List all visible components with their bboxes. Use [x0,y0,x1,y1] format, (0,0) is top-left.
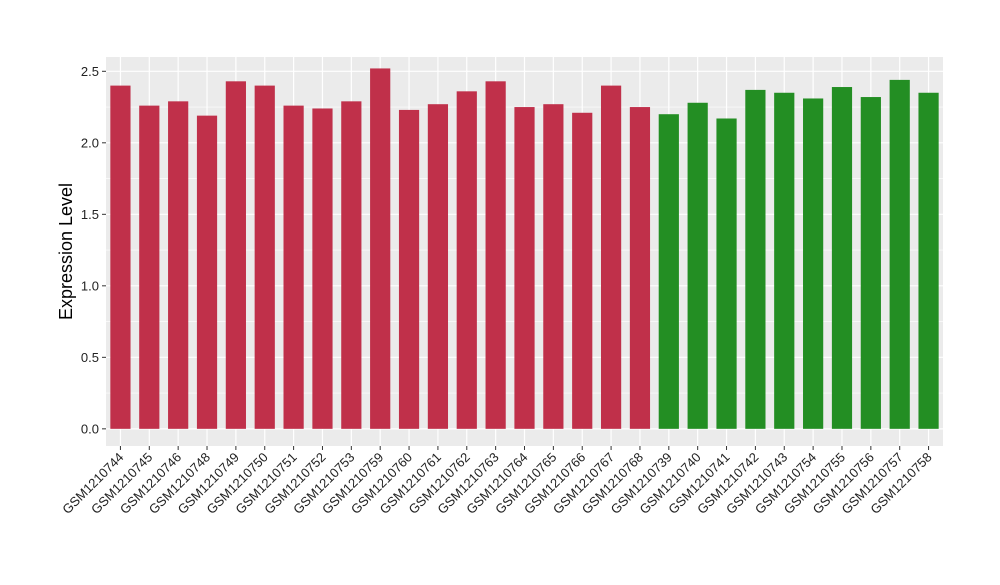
bar-GSM1210749 [225,81,246,429]
bar-GSM1210750 [254,85,275,429]
y-axis: 0.0 0.5 1.0 1.5 2.0 2.5 [81,64,106,436]
bar-GSM1210766 [572,112,593,429]
bar-GSM1210761 [427,104,449,429]
bar-GSM1210759 [370,68,391,429]
bar-GSM1210755 [831,87,853,429]
bar-GSM1210745 [139,105,160,429]
bar-GSM1210743 [774,92,795,429]
bar-GSM1210767 [600,85,622,429]
bar-GSM1210762 [456,91,477,429]
y-tick-label: 2.0 [81,135,99,150]
bar-GSM1210754 [803,98,824,429]
bar-GSM1210748 [196,115,218,429]
bar-GSM1210753 [341,101,362,429]
bar-GSM1210757 [889,79,910,429]
y-tick-label: 1.5 [81,207,99,222]
y-tick-label: 1.0 [81,278,99,293]
bar-GSM1210742 [745,89,766,429]
bar-GSM1210746 [168,101,189,429]
x-axis: GSM1210744GSM1210745GSM1210746GSM1210748… [59,446,935,517]
y-tick-label: 0.0 [81,421,99,436]
bar-GSM1210752 [312,108,333,429]
bar-GSM1210768 [629,107,651,429]
bar-GSM1210744 [110,85,131,429]
y-axis-label: Expression Level [56,183,76,320]
y-tick-label: 0.5 [81,350,99,365]
bar-GSM1210741 [716,118,737,429]
y-tick-label: 2.5 [81,64,99,79]
bar-GSM1210739 [658,114,679,429]
bar-GSM1210751 [283,105,304,429]
bar-GSM1210758 [918,92,939,429]
bar-GSM1210765 [543,104,564,429]
bar-GSM1210740 [687,102,708,429]
bar-GSM1210756 [860,97,881,429]
bars [110,68,939,429]
bar-GSM1210763 [485,81,506,429]
bar-GSM1210760 [398,109,420,429]
bar-GSM1210764 [514,107,535,429]
